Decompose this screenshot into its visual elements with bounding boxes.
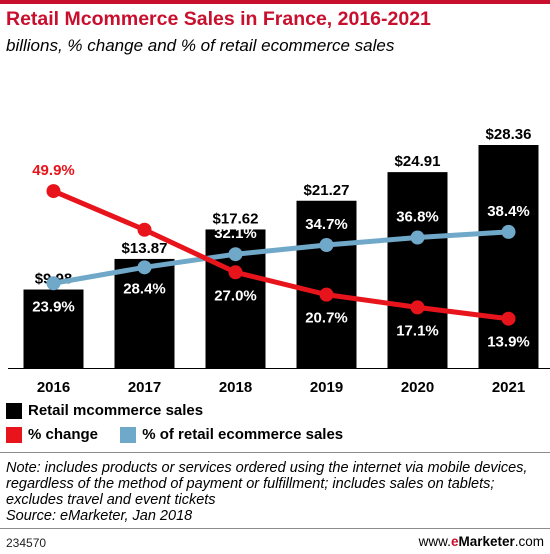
x-tick-label-2021: 2021 <box>492 379 525 396</box>
x-tick-label-2019: 2019 <box>310 379 343 396</box>
change-label-2021: 13.9% <box>487 334 530 351</box>
bar-label-2020: $24.91 <box>395 153 441 170</box>
legend-swatch-mcommerce <box>6 402 22 419</box>
change-label-2018: 27.0% <box>214 287 257 304</box>
note-text: Note: includes products or services orde… <box>6 460 528 508</box>
footer-divider <box>0 528 550 529</box>
chart-note: Note: includes products or services orde… <box>6 460 546 524</box>
legend-item-change: % change <box>6 426 98 443</box>
bar-label-2019: $21.27 <box>304 182 350 199</box>
chart-area: $9.98$13.87$17.62$21.27$24.91$28.3620162… <box>8 126 550 396</box>
bar-label-2021: $28.36 <box>486 126 532 143</box>
brand-main: Marketer <box>458 534 515 549</box>
chart-title: Retail Mcommerce Sales in France, 2016-2… <box>6 8 431 30</box>
change-point-2021 <box>501 311 516 326</box>
bar-label-2017: $13.87 <box>122 240 168 257</box>
x-tick-label-2018: 2018 <box>219 379 252 396</box>
share-point-2020 <box>410 230 425 245</box>
change-point-2020 <box>410 300 425 315</box>
change-label-2017: 39.0% <box>123 201 166 218</box>
change-label-2016: 49.9% <box>32 162 75 179</box>
change-point-2018 <box>228 265 243 280</box>
share-line <box>53 229 509 286</box>
change-point-2016 <box>46 184 61 199</box>
footer: 234570 www.eMarketer.com <box>0 530 550 554</box>
bar-2016 <box>23 289 84 368</box>
share-label-2019: 34.7% <box>305 216 348 233</box>
share-label-2020: 36.8% <box>396 209 439 226</box>
share-label-2017: 28.4% <box>123 280 166 297</box>
legend-swatch-share <box>120 426 137 443</box>
note-divider <box>0 452 550 453</box>
share-label-2016: 23.9% <box>32 298 75 315</box>
x-tick-label-2020: 2020 <box>401 379 434 396</box>
change-line <box>52 188 509 322</box>
legend-label-change: % change <box>28 426 99 443</box>
note-source: Source: eMarketer, Jan 2018 <box>6 508 193 524</box>
chart-id: 234570 <box>6 536 47 550</box>
brand-suffix: .com <box>514 534 544 549</box>
brand-e: e <box>450 534 459 549</box>
bar-2020 <box>387 172 448 368</box>
change-label-2019: 20.7% <box>305 310 348 327</box>
legend-item-mcommerce: Retail mcommerce sales <box>6 402 203 419</box>
share-label-2018: 32.1% <box>214 225 257 242</box>
change-point-2017 <box>137 222 152 237</box>
legend-label-share: % of retail ecommerce sales <box>142 426 344 443</box>
legend-label-mcommerce: Retail mcommerce sales <box>28 402 204 419</box>
share-point-2021 <box>501 224 516 239</box>
bar-label-2018: $17.62 <box>213 210 259 227</box>
brand-logo: www.eMarketer.com <box>419 534 544 549</box>
change-label-2020: 17.1% <box>396 322 439 339</box>
brand-prefix: www. <box>418 534 451 549</box>
share-point-2016 <box>46 276 61 291</box>
x-tick-label-2016: 2016 <box>37 379 70 396</box>
legend-row-1: Retail mcommerce sales <box>6 402 221 423</box>
share-point-2019 <box>319 237 334 252</box>
share-point-2018 <box>228 247 243 262</box>
bar-2021 <box>478 145 539 368</box>
legend-row-2: % change % of retail ecommerce sales <box>6 426 361 447</box>
share-label-2021: 38.4% <box>487 203 530 220</box>
top-accent-rule <box>0 0 550 4</box>
change-point-2019 <box>319 287 334 302</box>
x-tick-label-2017: 2017 <box>128 379 161 396</box>
legend-item-share: % of retail ecommerce sales <box>120 426 343 443</box>
bar-2019 <box>296 200 357 368</box>
chart-subtitle: billions, % change and % of retail ecomm… <box>6 36 395 55</box>
share-point-2017 <box>137 260 152 275</box>
bar-2017 <box>114 258 175 368</box>
legend-swatch-change <box>6 426 22 443</box>
